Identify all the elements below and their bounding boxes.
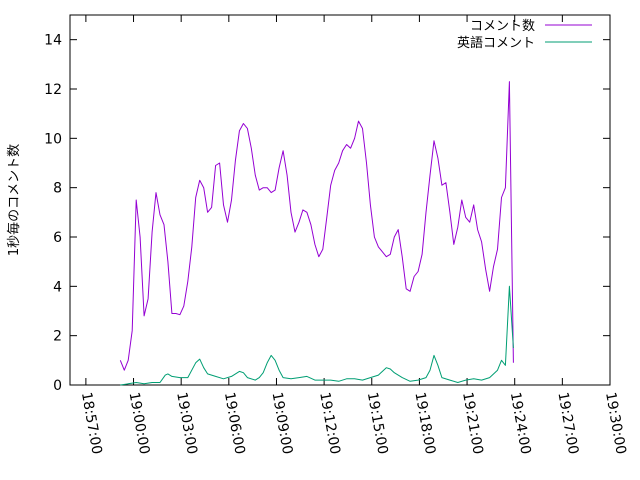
x-tick-label: 19:27:00	[554, 391, 581, 456]
y-tick-label: 0	[53, 378, 62, 394]
y-tick-label: 14	[44, 33, 62, 49]
x-tick-label: 19:18:00	[411, 391, 438, 456]
y-tick-label: 4	[53, 279, 62, 295]
y-tick-label: 12	[44, 82, 62, 98]
y-tick-label: 8	[53, 181, 62, 197]
y-axis-label: 1秒毎のコメント数	[6, 144, 22, 256]
legend-label: コメント数	[470, 19, 535, 34]
x-tick-label: 19:06:00	[221, 391, 248, 456]
x-tick-label: 19:15:00	[364, 391, 391, 456]
x-tick-label: 19:09:00	[269, 391, 296, 456]
series-line-0	[119, 81, 514, 371]
legend-label: 英語コメント	[457, 35, 535, 51]
plot-border	[69, 14, 611, 386]
x-tick-label: 19:12:00	[316, 391, 343, 456]
x-tick-label: 19:00:00	[126, 391, 153, 456]
series-layer	[119, 81, 514, 386]
x-tick-label: 19:21:00	[459, 391, 486, 456]
plot-frame	[69, 14, 611, 386]
x-tick-label: 19:03:00	[173, 391, 200, 456]
y-tick-label: 2	[53, 329, 62, 345]
y-tick-label: 6	[53, 230, 62, 246]
x-tick-label: 19:24:00	[507, 391, 534, 456]
series-line-1	[120, 285, 514, 386]
x-tick-label: 19:30:00	[602, 391, 629, 456]
x-axis-ticks: 18:57:00 19:00:00 19:03:00 19:06:00 19:09:00…	[78, 15, 629, 456]
y-axis-ticks: 0 2 4 6 8 10 12 14	[44, 33, 610, 394]
y-tick-label: 10	[44, 131, 62, 147]
x-tick-label: 18:57:00	[78, 391, 105, 456]
